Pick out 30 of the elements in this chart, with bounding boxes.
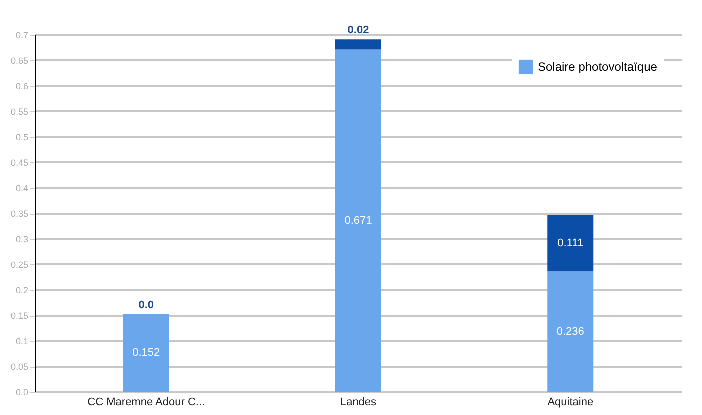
bar	[336, 50, 382, 392]
y-tick-label: 0.6	[16, 82, 28, 92]
y-tick-label: 0.15	[10, 311, 28, 321]
bar	[336, 40, 382, 50]
data-label: 0.111	[558, 237, 584, 250]
x-tick-label: Landes	[340, 396, 378, 408]
y-tick-label: 0.5	[16, 132, 28, 142]
bar	[548, 272, 594, 392]
y-tick-label: 0.45	[10, 158, 28, 168]
data-label: 0.02	[348, 24, 370, 37]
x-tick-label: CC Maremne Adour C...	[88, 396, 206, 408]
y-tick-label: 0.05	[10, 362, 28, 372]
data-label: 0.152	[132, 347, 160, 360]
y-tick-label: 0.7	[16, 30, 28, 40]
bar	[548, 215, 594, 272]
legend-label: Solaire photovoltaïque	[538, 60, 658, 74]
y-tick-label: 0.2	[16, 286, 28, 296]
y-tick-label: 0.0	[16, 388, 28, 398]
x-tick-label: Aquitaine	[548, 396, 594, 408]
y-tick-label: 0.4	[16, 184, 28, 194]
y-tick-label: 0.55	[10, 107, 28, 117]
y-tick-label: 0.25	[10, 260, 28, 270]
y-tick-label: 0.65	[10, 56, 28, 66]
y-tick-label: 0.1	[16, 336, 28, 346]
bar	[123, 314, 170, 392]
y-tick-label: 0.35	[10, 209, 28, 219]
data-label: 0.671	[344, 214, 372, 227]
y-tick-label: 0.3	[16, 234, 28, 244]
data-label: 0.236	[556, 326, 584, 338]
data-label: 0.0	[138, 299, 154, 312]
